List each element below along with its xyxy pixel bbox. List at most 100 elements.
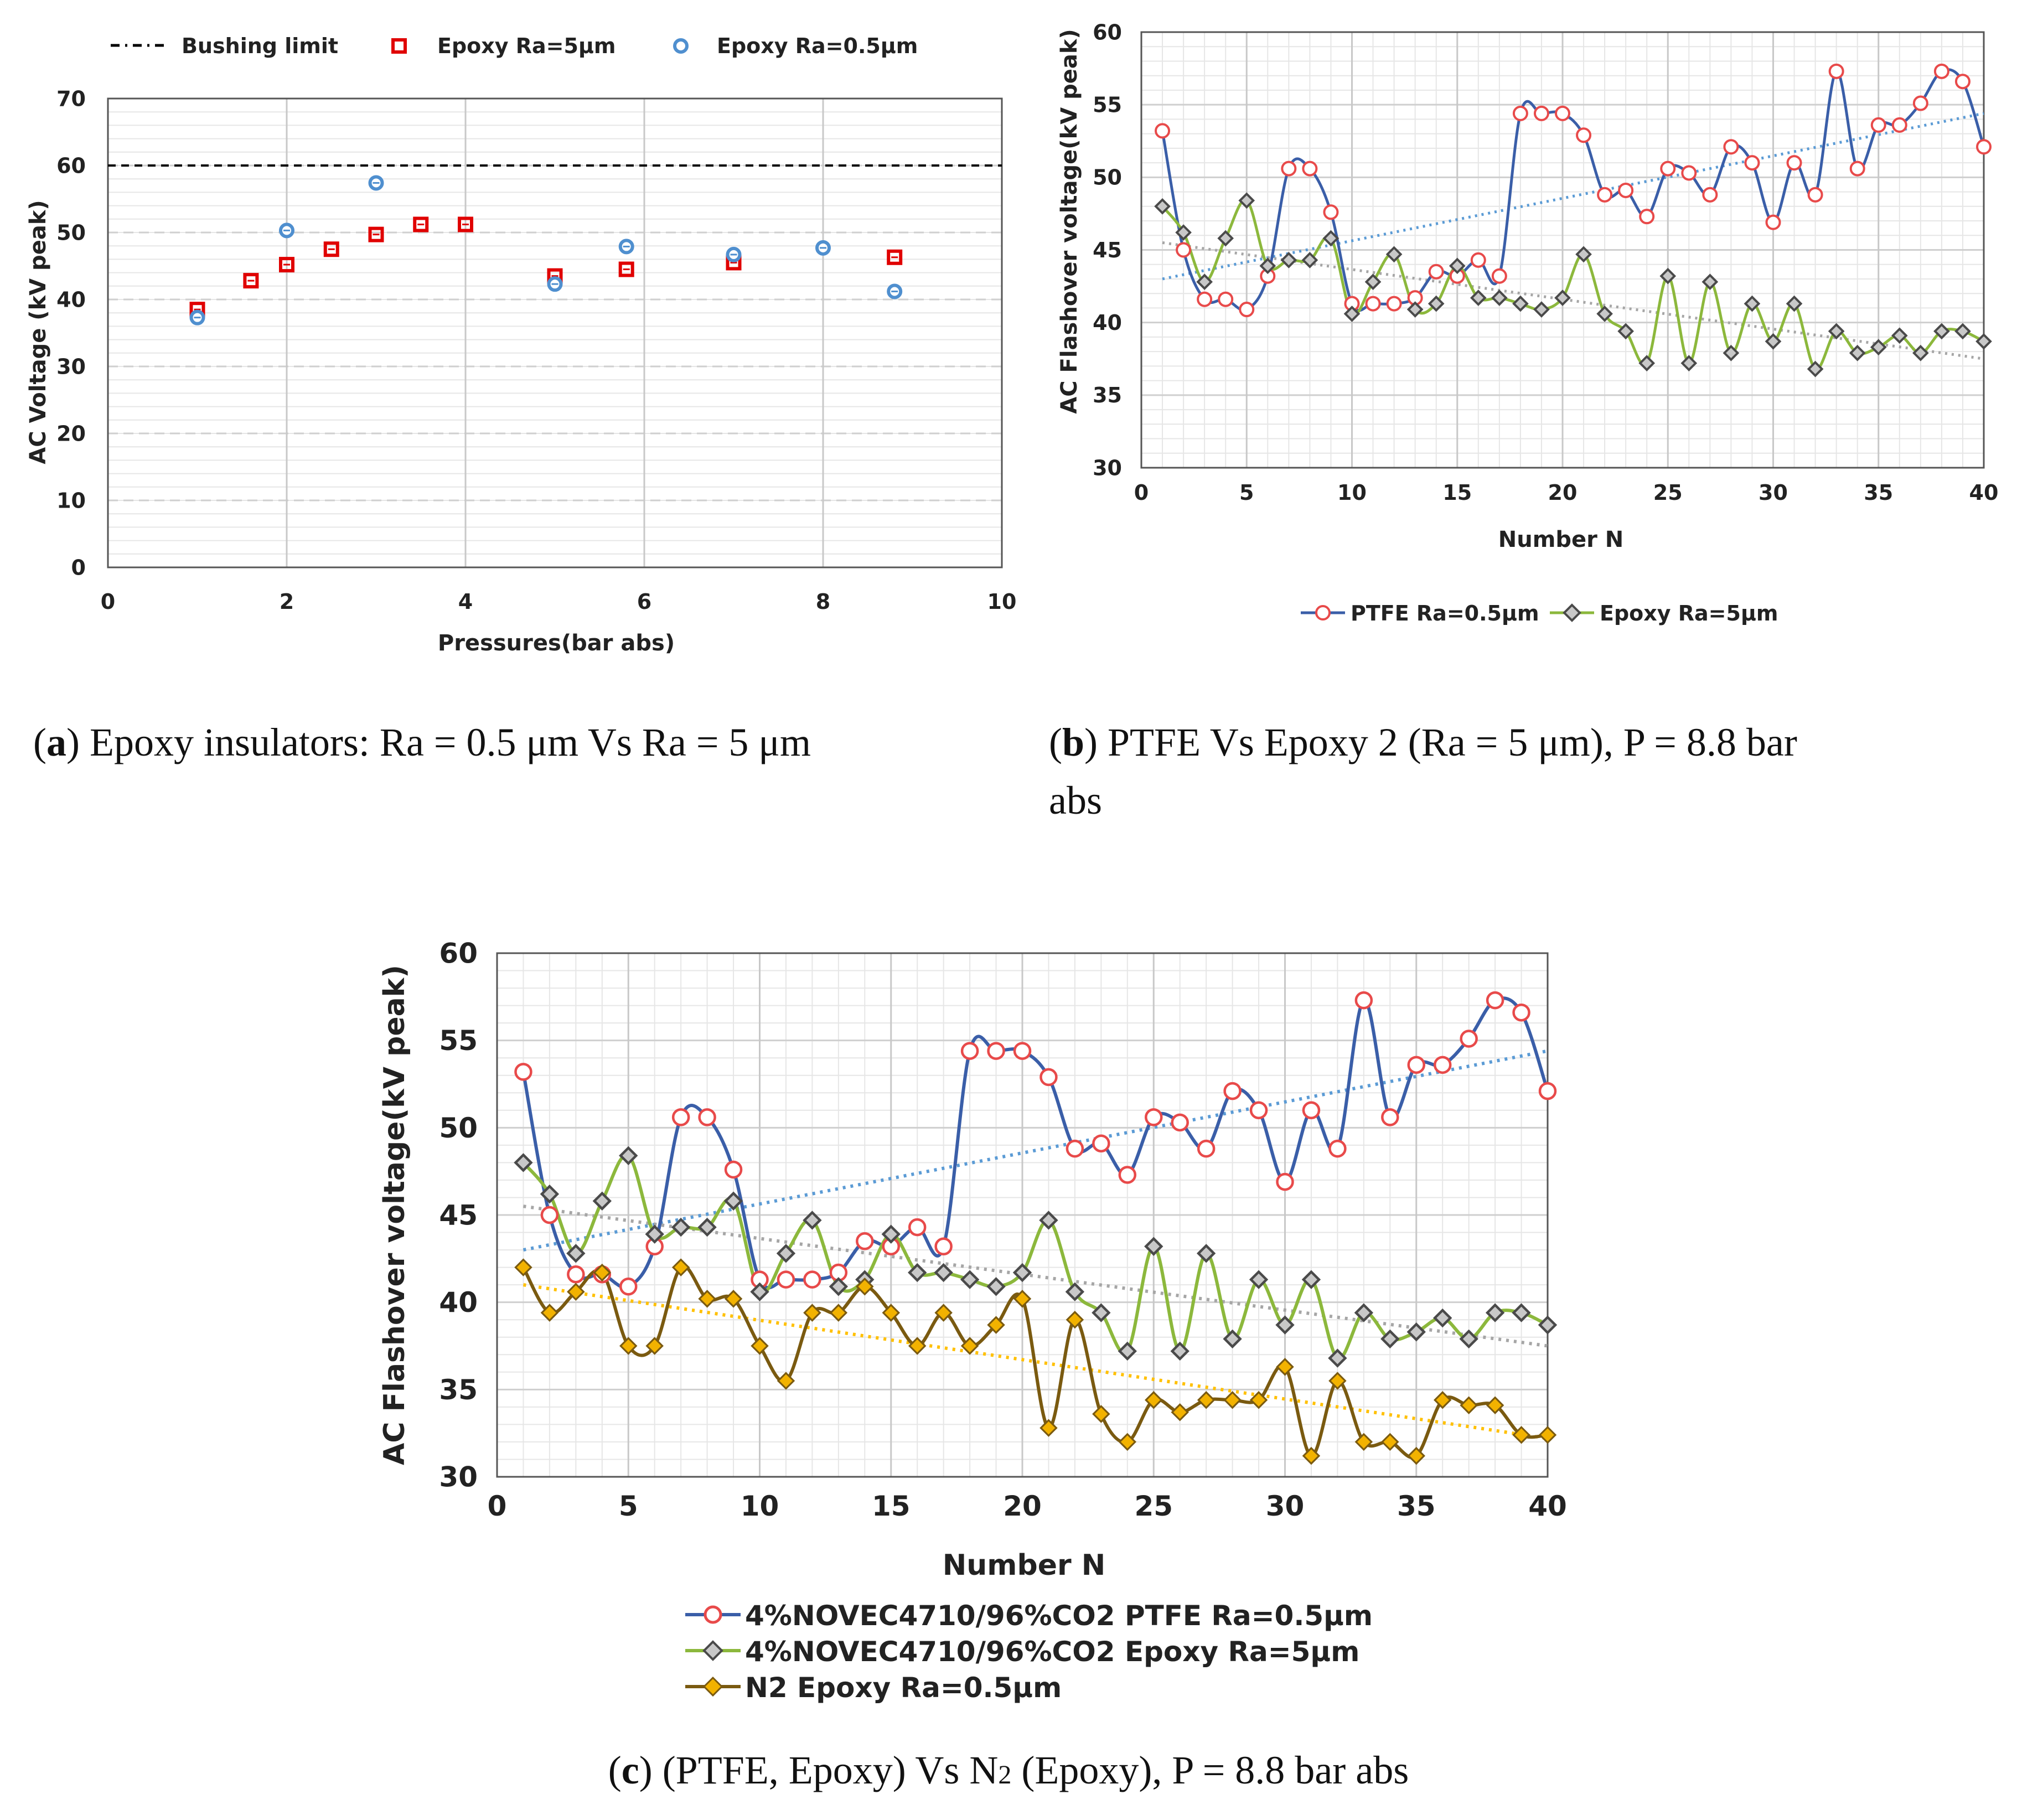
a-y-tick-label: 10 [56, 488, 86, 513]
b-series-1-point [1428, 295, 1445, 312]
b-y-tick-label: 30 [1093, 456, 1122, 480]
b-series-0-point [1828, 63, 1844, 79]
b-series-0-point [1386, 296, 1402, 312]
caption-c-label: c [622, 1748, 639, 1792]
b-series-0-point [1786, 155, 1802, 171]
c-series-1-point [1196, 1244, 1216, 1263]
c-y-tick-label: 55 [439, 1025, 478, 1057]
b-series-1-point [1280, 252, 1297, 268]
b-series-0-point [1302, 161, 1318, 177]
c-x-tick-label: 40 [1528, 1490, 1567, 1522]
b-series-0-point [1849, 161, 1865, 177]
c-series-2-point [1328, 1372, 1347, 1390]
c-series-2-point [1145, 1391, 1163, 1409]
c-series-1-point [1012, 1263, 1032, 1283]
c-series-line-1 [522, 1153, 1549, 1361]
b-y-tick-label: 55 [1093, 92, 1122, 117]
c-series-0-point [987, 1042, 1005, 1060]
c-x-tick-label: 15 [872, 1490, 911, 1522]
c-series-2-point [1302, 1446, 1321, 1465]
b-series-1-point [1406, 301, 1424, 318]
b-series-1-point [1449, 257, 1466, 275]
epoxy-ra5-point [323, 241, 339, 257]
a-x-tick-label: 8 [816, 590, 830, 614]
c-series-2-point [987, 1316, 1005, 1334]
epoxy-ra5-point [887, 249, 903, 265]
b-series-1-point [1828, 323, 1845, 340]
epoxy-ra5-point [368, 226, 384, 242]
b-series-0-point [1576, 127, 1592, 143]
c-series-2-point [1092, 1405, 1110, 1423]
legend-b-epoxy-marker [1563, 603, 1581, 622]
b-x-tick-label: 0 [1134, 480, 1149, 505]
b-series-0-point [1197, 291, 1213, 307]
b-series-0-point [1597, 187, 1613, 203]
c-series-1-point [1249, 1270, 1269, 1289]
c-series-2-point [514, 1258, 532, 1276]
c-series-1-point [934, 1263, 953, 1283]
b-series-1-point [1638, 355, 1656, 371]
c-x-tick-label: 30 [1266, 1490, 1305, 1522]
b-x-tick-label: 35 [1864, 480, 1893, 505]
a-y-tick-label: 30 [56, 354, 86, 379]
c-series-0-point [567, 1265, 585, 1284]
caption-b-line2: abs [1049, 778, 1102, 823]
c-series-2-point [1171, 1403, 1189, 1421]
b-series-1-point [1217, 230, 1234, 247]
c-series-1-point [1301, 1270, 1321, 1289]
b-series-1-point [1470, 289, 1487, 306]
c-series-1-point [803, 1211, 822, 1230]
b-series-1-point [1533, 301, 1550, 318]
c-trendline-series-2 [523, 1283, 1548, 1440]
a-x-tick-label: 2 [280, 590, 294, 614]
c-series-2-point [1276, 1358, 1294, 1376]
b-series-1-point [1301, 252, 1318, 268]
b-series-1-point [1701, 273, 1719, 291]
c-series-1-point [619, 1146, 638, 1165]
b-series-0-point [1323, 204, 1339, 220]
c-series-1-point [1275, 1315, 1295, 1335]
c-series-2-point [1223, 1391, 1242, 1409]
c-series-0-point [698, 1108, 716, 1126]
c-series-2-point [1039, 1419, 1058, 1437]
c-series-0-point [856, 1232, 874, 1250]
caption-b-label: b [1062, 720, 1084, 764]
c-series-1-point [592, 1191, 612, 1211]
b-x-tick-label: 10 [1337, 480, 1367, 505]
b-series-0-point [1681, 165, 1697, 181]
b-series-0-point [1533, 105, 1549, 121]
c-series-1-point [1328, 1348, 1347, 1368]
b-series-1-point [1259, 257, 1276, 275]
c-series-1-point [723, 1191, 743, 1211]
b-series-0-point [1218, 291, 1234, 307]
a-x-tick-label: 0 [101, 590, 115, 614]
epoxy-ra5-point [458, 216, 473, 232]
caption-c-text-end: (Epoxy), P = 8.8 bar abs [1011, 1748, 1409, 1792]
legend-epoxy-ra5-label: Epoxy Ra=5µm [437, 34, 616, 58]
b-series-1-point [1680, 355, 1698, 371]
b-series-1-point [1322, 230, 1340, 247]
c-series-0-point [540, 1206, 559, 1224]
b-series-1-point [1491, 289, 1508, 306]
c-series-1-point [1538, 1315, 1558, 1335]
c-series-2-point [1354, 1433, 1373, 1451]
a-y-tick-label: 60 [56, 153, 86, 178]
c-series-2-point [698, 1290, 716, 1308]
b-x-tick-label: 25 [1653, 480, 1683, 505]
b-series-1-point [1870, 339, 1887, 356]
b-series-1-point [1891, 327, 1908, 344]
b-trendline-series-0 [1162, 112, 1984, 281]
chart-b-legend: PTFE Ra=0.5µm Epoxy Ra=5µm [1301, 601, 1778, 625]
c-series-0-point [1302, 1101, 1321, 1120]
epoxy-ra5-point [279, 257, 294, 273]
legend-b-ptfe-marker [1315, 605, 1331, 621]
b-series-0-point [1912, 95, 1928, 111]
c-series-2-point [671, 1258, 690, 1276]
chart-a-x-axis-label: Pressures(bar abs) [438, 630, 675, 656]
c-series-1-point [1223, 1329, 1242, 1349]
c-series-0-point [1197, 1139, 1216, 1158]
b-series-0-point [1933, 63, 1949, 79]
b-x-tick-label: 30 [1759, 480, 1788, 505]
c-series-1-point [1485, 1303, 1505, 1322]
